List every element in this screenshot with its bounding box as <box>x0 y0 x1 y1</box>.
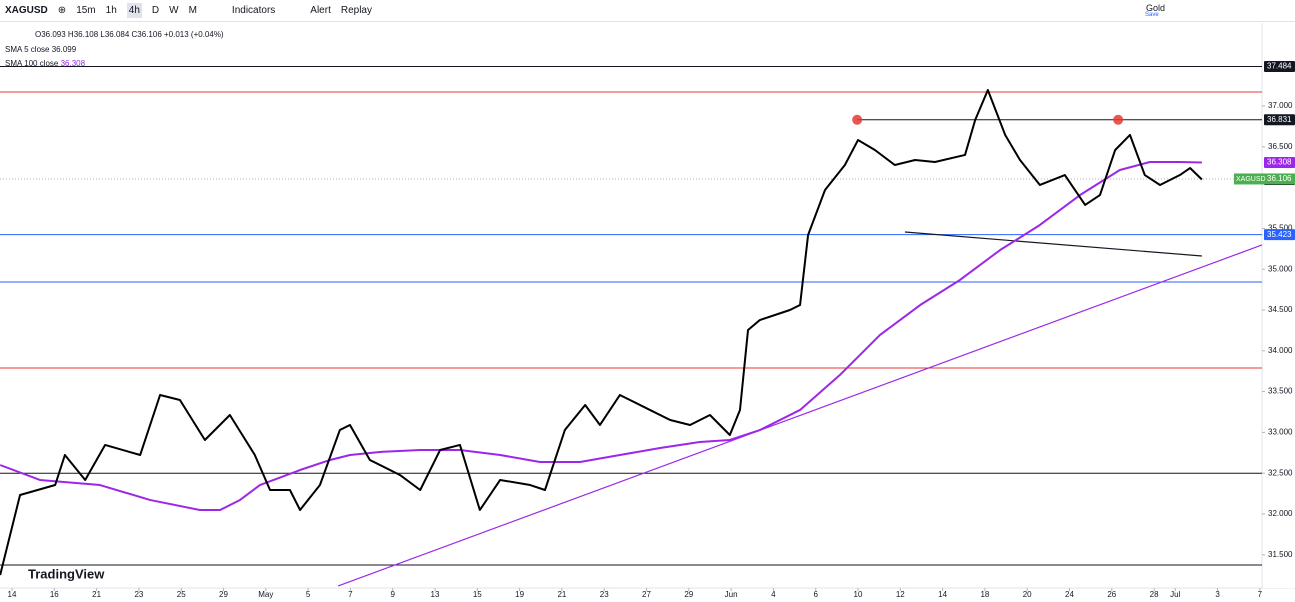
y-tick-label: 35.500 <box>1268 224 1293 233</box>
x-tick-label: 14 <box>8 590 17 599</box>
x-tick-label: 21 <box>557 590 566 599</box>
currency: USD <box>1268 29 1285 38</box>
marker <box>1113 114 1124 125</box>
y-tick-label: 34.500 <box>1268 305 1293 314</box>
price-badge-label: 37.484 <box>1267 62 1292 71</box>
x-tick-label: 3 <box>1215 590 1220 599</box>
symbol[interactable]: XAGUSD <box>5 5 48 16</box>
interval[interactable]: 1h <box>105 5 117 16</box>
x-tick-label: 28 <box>1150 590 1159 599</box>
sma5-value: 36.099 <box>51 44 77 54</box>
interval[interactable]: W <box>169 5 179 16</box>
save-button[interactable]: Save <box>1145 12 1159 18</box>
y-tick-label: 34.000 <box>1268 346 1293 355</box>
y-tick-label: 31.500 <box>1268 550 1293 559</box>
axis-bg <box>1263 24 1295 588</box>
x-tick-label: 6 <box>813 590 818 599</box>
y-tick-label: 35.000 <box>1268 264 1293 273</box>
x-tick-label: 12 <box>896 590 905 599</box>
x-tick-label: 26 <box>1107 590 1116 599</box>
last-price-symbol: XAGUSD <box>1236 176 1266 183</box>
x-tick-label: 27 <box>642 590 651 599</box>
trend-line <box>904 231 1202 257</box>
sma100-name: SMA 100 close <box>5 59 59 68</box>
last-price-label: 36.106 <box>1267 174 1292 183</box>
replay-button[interactable]: Replay <box>340 5 372 16</box>
x-tick-label: 21 <box>92 590 101 599</box>
x-tick-label: 16 <box>50 590 59 599</box>
price-badge <box>1264 61 1295 73</box>
x-tick-label: May <box>258 590 273 599</box>
price-badge <box>1264 174 1295 186</box>
series-line <box>0 160 1202 511</box>
x-tick-label: 7 <box>1258 590 1263 599</box>
series-line <box>0 89 1203 576</box>
x-tick-label: 18 <box>980 590 989 599</box>
sma5-name: SMA 5 close <box>5 44 50 54</box>
y-tick-label: 36.500 <box>1268 142 1293 151</box>
x-tick-label: 13 <box>431 590 440 599</box>
price-badge-label: 36.831 <box>1267 115 1292 124</box>
x-tick-label: 24 <box>1065 590 1074 599</box>
y-tick-label: 33.500 <box>1268 387 1293 396</box>
interval[interactable]: 4h <box>126 3 142 18</box>
x-tick-label: 29 <box>219 590 228 599</box>
brand: TradingView <box>28 566 105 581</box>
price-badge-label: 36.099 <box>1267 175 1292 184</box>
sma100-legend: SMA 100 close 36.308 <box>5 57 224 72</box>
x-tick-label: 19 <box>515 590 524 599</box>
x-tick-label: 29 <box>684 590 693 599</box>
interval[interactable]: 15m <box>76 5 96 16</box>
price-badge <box>1264 114 1295 126</box>
x-tick-label: 25 <box>177 590 186 599</box>
x-tick-label: Jul <box>1170 590 1180 599</box>
x-tick-label: 23 <box>600 590 609 599</box>
x-tick-label: 15 <box>473 590 482 599</box>
x-tick-label: 9 <box>390 590 395 599</box>
add-symbol[interactable]: ⊕ <box>57 5 67 16</box>
x-tick-label: 23 <box>134 590 143 599</box>
x-tick-label: 4 <box>771 590 776 599</box>
x-tick-label: 14 <box>938 590 947 599</box>
interval[interactable]: M <box>188 5 197 16</box>
sma100-value: 36.308 <box>60 59 86 68</box>
price-badge-label: 36.308 <box>1267 158 1292 167</box>
y-tick-label: 37.000 <box>1268 101 1293 110</box>
marker <box>852 114 863 125</box>
layout-name[interactable]: Gold <box>1146 3 1166 13</box>
y-tick-label: 33.000 <box>1268 428 1293 437</box>
alert-button[interactable]: Alert <box>310 5 331 16</box>
x-tick-label: 5 <box>306 590 311 599</box>
price-badge <box>1264 156 1295 168</box>
y-tick-label: 32.000 <box>1268 509 1293 518</box>
indicators-button[interactable]: Indicators <box>231 5 276 16</box>
trend-line <box>337 244 1263 587</box>
sma5-legend: SMA 5 close 36.099 <box>5 43 224 58</box>
toolbar: XAGUSD ⊕ 15m 1h 4h D W M Indicators Aler… <box>0 0 1295 22</box>
price-badge <box>1264 229 1295 241</box>
x-tick-label: 20 <box>1023 590 1032 599</box>
y-tick-label: 32.500 <box>1268 468 1293 477</box>
x-tick-label: 7 <box>348 590 353 599</box>
interval[interactable]: D <box>151 5 160 16</box>
last-price-badge <box>1234 173 1295 185</box>
x-tick-label: Jun <box>725 590 738 599</box>
legend: O36.093 H36.108 L36.084 C36.106 +0.013 (… <box>5 28 224 72</box>
ohlc: O36.093 H36.108 L36.084 C36.106 +0.013 (… <box>35 30 224 39</box>
price-badge-label: 35.423 <box>1267 230 1292 239</box>
x-tick-label: 10 <box>854 590 863 599</box>
